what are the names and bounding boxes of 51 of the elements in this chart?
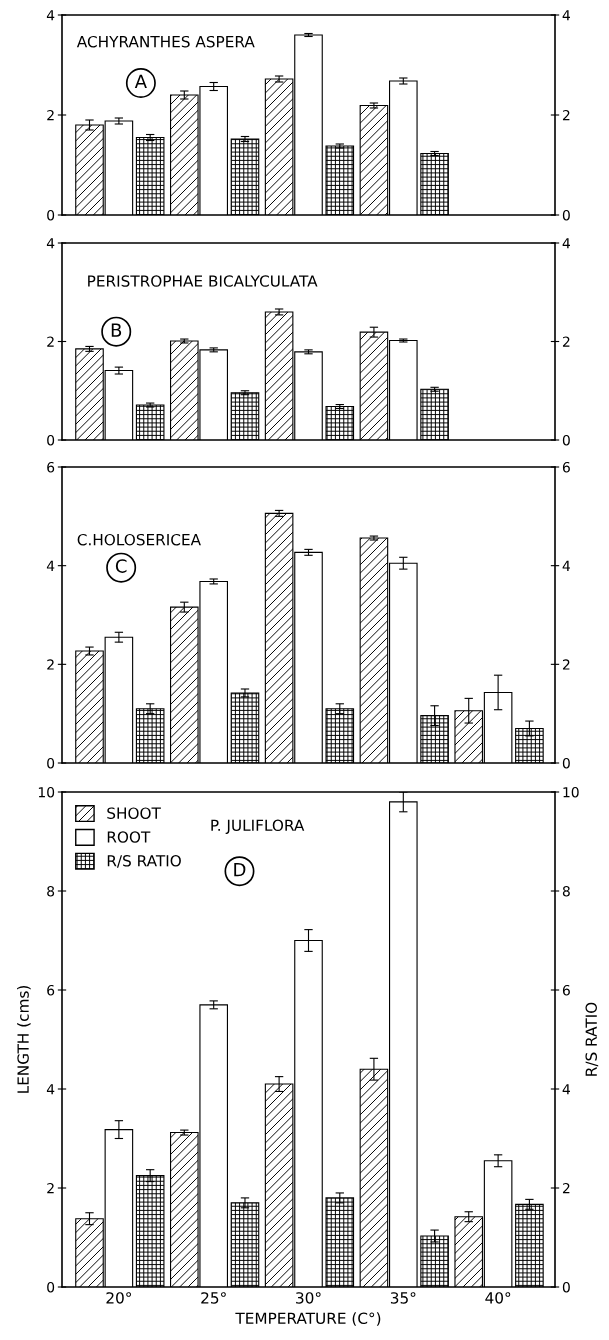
y2-tick-label: 2	[562, 1182, 570, 1194]
x-tick-label: 20°	[106, 1292, 131, 1304]
y-tick-label: 8	[47, 885, 55, 897]
y2-axis-title: R/S RATIO	[585, 1002, 599, 1076]
text: PERISTROPHAE BICALYCULATA	[88, 275, 318, 287]
y-tick-label: 6	[47, 461, 55, 473]
y-tick-label: 2	[47, 109, 54, 121]
y-tick-label: 6	[47, 984, 55, 996]
y2-tick-label: 6	[562, 984, 570, 996]
annotation: B	[111, 323, 122, 337]
text: ACHYRANTHES ASPERA	[76, 35, 255, 48]
y-tick-label: 4	[46, 1084, 55, 1095]
legend-label: R/S RATIO	[107, 855, 181, 868]
text: C.HOLOSERICEA	[77, 533, 201, 546]
y2-tick-label: 4	[562, 1084, 570, 1095]
text: P. JULIFLORA	[211, 819, 305, 834]
y2-tick-label: 0	[562, 209, 570, 221]
y2-tick-label: 4	[562, 10, 570, 21]
legend-label: ROOT	[107, 831, 151, 843]
y-tick-label: 4	[46, 560, 55, 571]
y-tick-label: 2	[47, 659, 54, 670]
y-tick-label: 0	[47, 209, 55, 221]
annotation: D	[234, 863, 246, 877]
y2-tick-label: 0	[562, 757, 570, 769]
annotation: C	[115, 559, 127, 573]
y-tick-label: 0	[47, 757, 55, 769]
y2-tick-label: 0	[562, 434, 570, 446]
y2-tick-label: 2	[562, 109, 570, 121]
annotation: A	[134, 74, 147, 88]
y2-tick-label: 10	[563, 786, 579, 798]
y2-tick-label: 0	[562, 1281, 570, 1293]
legend-label: SHOOT	[107, 807, 161, 819]
y-tick-label: 2	[47, 336, 54, 347]
y-axis-title: LENGTH (cms)	[17, 985, 31, 1093]
x-tick-label: 25°	[201, 1292, 226, 1304]
y2-tick-label: 6	[562, 461, 570, 473]
y-tick-label: 4	[46, 238, 55, 249]
y2-tick-label: 8	[562, 885, 570, 897]
y2-tick-label: 2	[562, 659, 570, 670]
y-tick-label: 2	[47, 1182, 54, 1194]
y-tick-label: 10	[38, 786, 55, 798]
y2-tick-label: 4	[562, 238, 570, 249]
y-tick-label: 0	[47, 434, 55, 446]
y-tick-label: 4	[46, 10, 55, 21]
y2-tick-label: 4	[562, 560, 570, 571]
y-tick-label: 0	[47, 1281, 55, 1293]
x-tick-label: 35°	[390, 1292, 416, 1304]
x-axis-title: TEMPERATURE (C°)	[235, 1312, 381, 1326]
x-tick-label: 30°	[296, 1292, 321, 1304]
x-tick-label: 40°	[485, 1292, 511, 1304]
y2-tick-label: 2	[562, 336, 570, 347]
